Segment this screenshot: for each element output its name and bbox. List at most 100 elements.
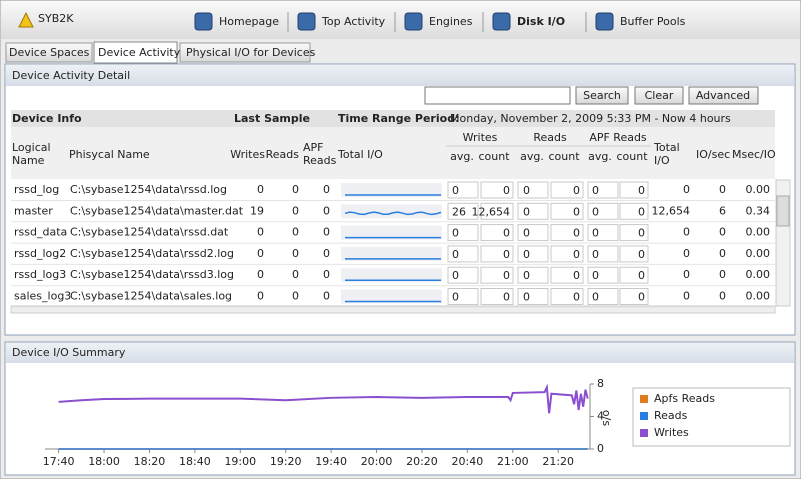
cell-box [550, 224, 584, 242]
subgroup-header: APF Reads [589, 131, 647, 144]
table-cell: 0 [719, 183, 726, 196]
table-cell: 12,654 [472, 205, 511, 218]
series-line [58, 383, 589, 414]
table-cell: 0 [719, 268, 726, 281]
table-cell: rssd_log2 [14, 247, 66, 260]
table-cell: 12,654 [652, 204, 691, 217]
column-header: IO/sec [696, 148, 730, 161]
table-cell: 0 [523, 205, 530, 218]
table-cell: 26 [452, 205, 466, 218]
cell-box [587, 224, 619, 242]
cell-box [480, 224, 514, 242]
cell-box [447, 224, 479, 242]
advanced-button[interactable] [688, 86, 759, 105]
table-cell: 0 [292, 290, 299, 303]
table-cell: 0 [257, 183, 264, 196]
table-cell: 0 [523, 184, 530, 197]
table-cell: 0 [503, 184, 510, 197]
table-cell: 0 [638, 291, 645, 304]
cell-box [619, 202, 649, 220]
table-cell: 0 [257, 247, 264, 260]
nav-link[interactable]: Engines [429, 15, 473, 28]
nav-icon [194, 12, 213, 31]
subcolumn-header: count [548, 150, 580, 163]
table-cell: 0 [323, 268, 330, 281]
search-button[interactable] [575, 86, 629, 105]
table-cell: 0 [573, 227, 580, 240]
cell-box [447, 202, 479, 220]
table-cell: 0 [683, 183, 690, 196]
table-cell: 0 [452, 291, 459, 304]
advanced-label[interactable]: Advanced [696, 89, 750, 102]
subcolumn-header: count [616, 150, 648, 163]
table-cell: 0.00 [746, 290, 771, 303]
table-cell: 0 [592, 291, 599, 304]
table-cell: 19 [250, 204, 264, 217]
nav-link[interactable]: Buffer Pools [620, 15, 686, 28]
table-cell: 0 [323, 183, 330, 196]
horizontal-scrollbar[interactable] [10, 305, 776, 314]
nav-link[interactable]: Homepage [219, 15, 279, 28]
subcolumn-header: count [478, 150, 510, 163]
panel-title: Device Activity Detail [12, 69, 130, 82]
tab[interactable] [5, 42, 93, 63]
x-tick-label: 19:00 [224, 455, 256, 468]
cell-box [619, 245, 649, 263]
table-cell: 0 [323, 290, 330, 303]
table-cell: 0 [452, 184, 459, 197]
x-tick-label: 21:20 [542, 455, 574, 468]
cell-box [480, 288, 514, 305]
table [11, 181, 775, 308]
table-cell: 0.00 [746, 247, 771, 260]
tab-label[interactable]: Device Spaces [9, 46, 90, 59]
table-cell: C:\sybase1254\data\rssd.log [70, 183, 227, 196]
legend-label: Apfs Reads [654, 392, 715, 405]
scroll-thumb[interactable] [776, 195, 790, 227]
nav-link[interactable]: Disk I/O [517, 15, 565, 28]
cell-box [587, 181, 619, 199]
column-header: Total I/O [653, 141, 683, 167]
table-cell: 0 [503, 291, 510, 304]
table-cell: C:\sybase1254\data\master.dat [70, 204, 244, 217]
nav-link[interactable]: Top Activity [321, 15, 386, 28]
panel-title-bar [6, 343, 794, 363]
table-cell: rssd_data [14, 226, 67, 239]
x-tick-label: 18:40 [179, 455, 211, 468]
search-label[interactable]: Search [583, 89, 621, 102]
table-cell: C:\sybase1254\data\sales.log [70, 290, 232, 303]
table-cell: 0 [573, 184, 580, 197]
legend-swatch [640, 395, 648, 403]
clear-button[interactable] [634, 86, 684, 105]
y-tick-label: 0 [597, 442, 604, 455]
clear-label[interactable]: Clear [645, 89, 674, 102]
table-cell: 0 [452, 269, 459, 282]
tab-selected[interactable] [93, 41, 178, 64]
table-cell: 0 [683, 268, 690, 281]
tab-label[interactable]: Physical I/O for Devices [186, 46, 316, 59]
group-label: Last Sample [234, 112, 310, 125]
table-cell: 0.00 [746, 183, 771, 196]
legend-swatch [640, 412, 648, 420]
subcolumn-header: avg. [588, 150, 612, 163]
cell-box [517, 181, 549, 199]
tab-label[interactable]: Device Activity [98, 46, 181, 59]
tab[interactable] [179, 42, 311, 63]
sparkline-bg [341, 289, 442, 304]
chart-title: Device I/O Summary [12, 346, 126, 359]
table-cell: 0 [292, 183, 299, 196]
time-range: Monday, November 2, 2009 5:33 PM - Now 4… [450, 112, 731, 125]
nav-icon [404, 12, 423, 31]
table-cell: C:\sybase1254\data\rssd2.log [70, 247, 234, 260]
cell-box [550, 245, 584, 263]
table-cell: master [14, 204, 53, 217]
sparkline-bg [341, 268, 442, 283]
table-cell: 0 [503, 227, 510, 240]
column-header: Writes [230, 148, 265, 161]
table-cell: 0 [503, 269, 510, 282]
sparkline-bg [341, 204, 442, 219]
cell-box [480, 202, 514, 220]
cell-box [587, 245, 619, 263]
search-input[interactable] [424, 86, 571, 105]
table-cell: 0 [592, 184, 599, 197]
